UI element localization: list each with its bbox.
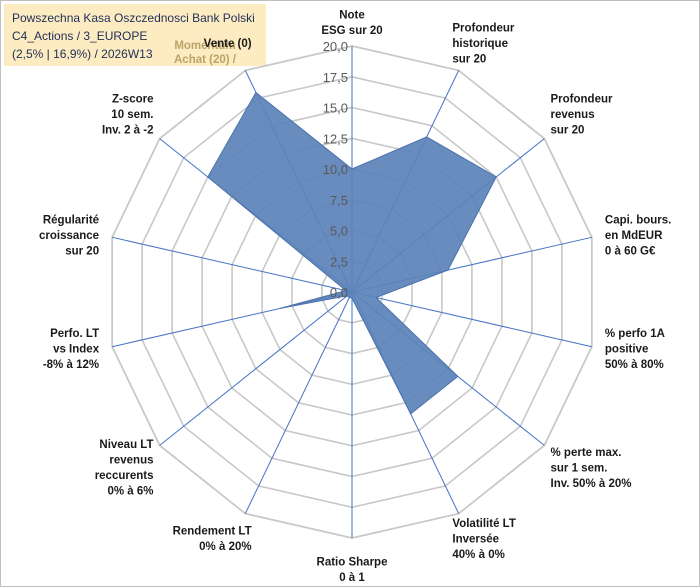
category-label-1-line-2: sur 20 (452, 54, 486, 66)
category-label-6-line-0: Volatilité LT (452, 518, 515, 530)
tick-label-3: 7,5 (330, 193, 348, 208)
radial-axis-11 (112, 236, 353, 293)
category-label-10-line-1: vs Index (53, 344, 100, 356)
category-label-4-line-2: 50% à 80% (605, 359, 664, 371)
tick-label-0: 0,0 (330, 285, 348, 300)
category-label-12-line-0: Z-score (112, 94, 154, 106)
performance-period: (2,5% | 16,9%) / 2026W13 (12, 47, 153, 61)
security-name: Powszechna Kasa Oszczednosci Bank Polski (12, 11, 255, 25)
category-label-12-line-1: 10 sem. (111, 109, 153, 121)
category-label-1: Profondeur historique sur 20 (452, 23, 514, 66)
category-label-4: % perfo 1A positive 50% à 80% (605, 328, 665, 371)
category-label-9-line-1: revenus (109, 455, 153, 467)
tick-label-5: 12,5 (323, 131, 348, 146)
security-info-box: Powszechna Kasa Oszczednosci Bank Polski… (4, 4, 266, 66)
category-label-9: Niveau LT revenus reccurents 0% à 6% (95, 439, 154, 498)
category-label-5: % perte max. sur 1 sem. Inv. 50% à 20% (551, 447, 632, 490)
category-label-9-line-2: reccurents (95, 470, 154, 482)
category-label-8-line-0: Rendement LT (173, 526, 252, 538)
category-label-2-line-1: revenus (551, 109, 595, 121)
tick-label-7: 17,5 (323, 70, 348, 85)
category-label-5-line-2: Inv. 50% à 20% (551, 478, 632, 490)
radar-series (207, 91, 497, 415)
category-label-11-line-2: sur 20 (65, 245, 99, 257)
category-label-9-line-0: Niveau LT (99, 439, 153, 451)
category-label-7: Ratio Sharpe 0 à 1 (317, 557, 388, 585)
category-label-7-line-1: 0 à 1 (339, 572, 365, 584)
category-label-9-line-3: 0% à 6% (107, 486, 153, 498)
category-label-13-line-0: Vente (0) (204, 38, 252, 50)
tick-label-1: 2,5 (330, 254, 348, 269)
momentum-label: Momentum Achat (20) / (170, 39, 240, 67)
category-label-4-line-1: positive (605, 344, 648, 356)
momentum-label-line-1: Momentum (174, 40, 236, 52)
radar-tick-labels: 0,0 2,5 5,0 7,5 10,0 12,5 15,0 17,5 20,0 (323, 39, 348, 300)
category-label-2: Profondeur revenus sur 20 (551, 94, 613, 137)
category-label-13: Vente (0) (204, 38, 252, 50)
category-label-0: Note ESG sur 20 (321, 10, 382, 38)
category-label-11-line-0: Régularité (43, 214, 99, 226)
category-label-10-line-0: Perfo. LT (50, 328, 99, 340)
category-label-7-line-0: Ratio Sharpe (317, 557, 388, 569)
category-label-6: Volatilité LT Inversée 40% à 0% (452, 518, 515, 561)
category-label-12-line-2: Inv. 2 à -2 (102, 125, 154, 137)
category-label-0-line-1: ESG sur 20 (321, 25, 382, 37)
category-label-11: Régularité croissance sur 20 (39, 214, 99, 257)
category-label-10: Perfo. LT vs Index -8% à 12% (43, 328, 100, 371)
category-label-0-line-0: Note (339, 10, 365, 22)
category-label-1-line-0: Profondeur (452, 23, 514, 35)
category-label-2-line-2: sur 20 (551, 125, 585, 137)
category-label-2-line-0: Profondeur (551, 94, 613, 106)
category-region: C4_Actions / 3_EUROPE (12, 29, 148, 43)
category-label-3-line-1: en MdEUR (605, 230, 663, 242)
radial-axis-4 (351, 291, 592, 348)
category-label-4-line-0: % perfo 1A (605, 328, 665, 340)
tick-label-4: 10,0 (323, 162, 348, 177)
category-label-1-line-1: historique (452, 38, 508, 50)
category-label-6-line-1: Inversée (452, 533, 499, 545)
category-label-8-line-1: 0% à 20% (199, 541, 251, 553)
category-label-3-line-2: 0 à 60 G€ (605, 245, 656, 257)
tick-label-2: 5,0 (330, 224, 348, 239)
category-label-5-line-0: % perte max. (551, 447, 622, 459)
category-label-10-line-2: -8% à 12% (43, 359, 99, 371)
momentum-label-line-2: Achat (20) / (174, 54, 236, 66)
category-label-3: Capi. bours. en MdEUR 0 à 60 G€ (605, 214, 671, 257)
category-label-3-line-0: Capi. bours. (605, 214, 671, 226)
radial-axis-8 (244, 291, 353, 514)
category-label-11-line-1: croissance (39, 230, 99, 242)
category-label-8: Rendement LT 0% à 20% (173, 526, 252, 554)
radar-category-labels: Note ESG sur 20 Profondeur historique sur 20… (39, 10, 671, 585)
category-label-12: Z-score 10 sem. Inv. 2 à -2 (102, 94, 154, 137)
tick-label-6: 15,0 (323, 101, 348, 116)
category-label-5-line-1: sur 1 sem. (551, 462, 608, 474)
radial-axis-9 (159, 291, 353, 446)
category-label-6-line-2: 40% à 0% (452, 549, 504, 561)
tick-label-8: 20,0 (323, 39, 348, 54)
